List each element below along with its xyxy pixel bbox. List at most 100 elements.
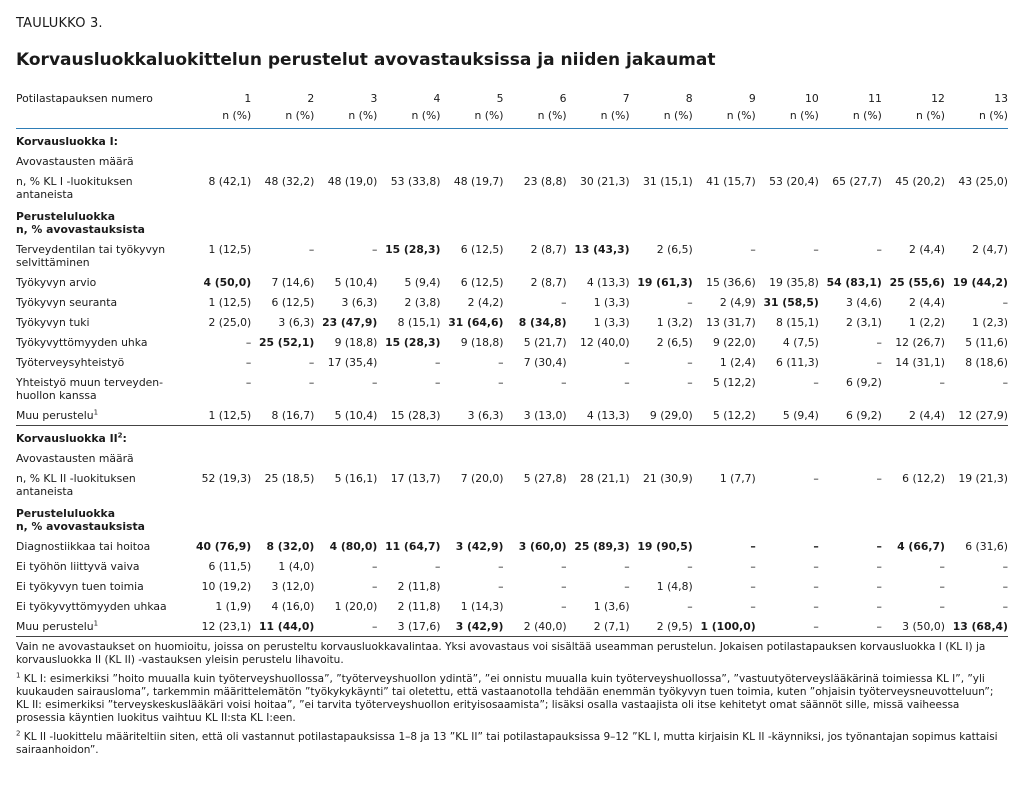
table-row: Terveydentilan tai työkyvyn selvittämine… [16, 239, 1008, 272]
table-row: Ei työkyvyttömyyden uhkaa 1 (1,9) 4 (16,0)… [16, 596, 1008, 616]
table-row: Ei työkyvyn tuen toimia 10 (19,2) 3 (12,0)… [16, 576, 1008, 596]
table-row: Työkyvyn arvio 4 (50,0) 7 (14,6) 5 (10,4) 5 … [16, 272, 1008, 292]
table-cell: 12 (27,9) [958, 409, 1008, 422]
table-cell: – [750, 243, 756, 256]
header-case-number: 5 [496, 92, 504, 105]
table-cell: 17 (13,7) [390, 472, 441, 485]
row-label-text: Ei työkyvyn tuen toimia [16, 580, 144, 593]
table-cell: 28 (21,1) [579, 472, 630, 485]
row-label-text: Diagnostiikkaa tai hoitoa [16, 540, 151, 553]
table-cell: – [435, 560, 441, 573]
table-kicker: TAULUKKO 3. [16, 16, 103, 31]
table-cell: 65 (27,7) [832, 175, 882, 188]
row-label-text: Työkyvyttömyyden uhka [16, 336, 148, 349]
header-case-number: 10 [805, 92, 819, 105]
table-cell: 31 (58,5) [763, 296, 819, 309]
table-cell: 3 (60,0) [518, 540, 567, 553]
table-cell: 6 (31,6) [965, 540, 1008, 553]
table-cell: – [624, 376, 630, 389]
table-cell: 4 (13,3) [586, 276, 630, 289]
table-cell: 2 (40,0) [503, 616, 567, 637]
table-cell: – [687, 376, 693, 389]
table-cell: 9 (29,0) [649, 409, 693, 422]
table-cell: 48 (19,0) [327, 175, 378, 188]
table-cell: 2 (4,7) [972, 243, 1008, 256]
table-cell: 48 (32,2) [264, 175, 315, 188]
table-cell: – [371, 243, 378, 256]
table-cell: 13 (31,7) [706, 316, 756, 329]
table-cell: 1 (3,3) [593, 296, 630, 309]
table-row: n, % KL II -luokituksen antaneista 52 (19… [16, 468, 1008, 501]
table-cell: – [755, 616, 819, 637]
category-heading-row: Perusteluluokka n, % avovastauksista [16, 501, 1008, 536]
category-heading-line2: n, % avovastauksista [16, 520, 145, 533]
row-label-text: Muu perustelu [16, 409, 94, 422]
table-cell: 3 (6,3) [278, 316, 315, 329]
table-cell: – [750, 560, 756, 573]
table-cell: 6 (11,5) [208, 560, 252, 573]
table-cell: 19 (44,2) [952, 276, 1008, 289]
table-row: Muu perustelu1 12 (23,1) 11 (44,0) –3 (17,6… [16, 616, 1008, 637]
table-cell: 5 (9,4) [404, 276, 441, 289]
table-cell: 4 (13,3) [586, 409, 630, 422]
row-label: n, % KL I -luokituksen antaneista [16, 171, 188, 204]
row-label-text: n, % KL I -luokituksen antaneista [16, 175, 133, 201]
table-cell: 8 (34,8) [518, 316, 567, 329]
table-cell: – [876, 336, 882, 349]
page: TAULUKKO 3. Korvausluokkaluokittelun per… [16, 16, 1008, 756]
table-cell: 13 (68,4) [944, 616, 1008, 637]
table-cell: 6 (12,5) [460, 276, 504, 289]
table-cell: – [876, 540, 882, 553]
table-cell: – [435, 356, 441, 369]
table-cell: 25 (52,1) [259, 336, 315, 349]
table-row: Ei työhön liittyvä vaiva 6 (11,5) 1 (4,0) –… [16, 556, 1008, 576]
count-label-kl2-row: Avovastausten määrä [16, 448, 1008, 468]
table-cell: – [939, 376, 945, 389]
section-heading-kl1-row: Korvausluokka I: [16, 129, 1008, 152]
table-cell: – [876, 356, 882, 369]
table-row: Työterveysyhteistyö – –17 (35,4) – –7 (30,4)… [16, 352, 1008, 372]
row-label-text: Työkyvyn tuki [16, 316, 90, 329]
table-cell: 2 (8,7) [530, 276, 567, 289]
table-cell: 3 (12,0) [271, 580, 315, 593]
table-cell: – [498, 356, 504, 369]
header-unit: n (%) [440, 108, 504, 129]
table-cell: 5 (10,4) [334, 276, 378, 289]
table-cell: 1 (4,8) [656, 580, 693, 593]
row-label-text: Työterveysyhteistyö [16, 356, 125, 369]
table-cell: 3 (4,6) [845, 296, 882, 309]
table-cell: 6 (12,5) [271, 296, 315, 309]
table-cell: – [245, 376, 252, 389]
table-cell: – [371, 580, 378, 593]
row-label: Terveydentilan tai työkyvyn selvittämine… [16, 239, 188, 272]
header-blank [16, 108, 189, 129]
table-cell: 52 (19,3) [201, 472, 252, 485]
table-cell: 2 (4,4) [909, 243, 945, 256]
header-unit: n (%) [314, 108, 378, 129]
row-label: Muu perustelu1 [16, 616, 189, 637]
table-cell: 3 (6,3) [341, 296, 378, 309]
header-unit: n (%) [755, 108, 819, 129]
table-cell: – [1002, 560, 1008, 573]
table-cell: 1 (1,9) [215, 600, 252, 613]
footnote-1-text: KL I: esimerkiksi ”hoito muualla kuin ty… [16, 673, 994, 724]
section-heading-kl2-text: Korvausluokka II [16, 432, 118, 445]
table-cell: 2 (4,2) [467, 296, 504, 309]
table-cell: 7 (20,0) [460, 472, 504, 485]
table-cell: 2 (7,1) [566, 616, 630, 637]
table-cell: 9 (18,8) [460, 336, 504, 349]
table-cell: – [308, 376, 315, 389]
row-label: Muu perustelu1 [16, 405, 188, 426]
table-cell: 8 (15,1) [776, 316, 819, 329]
table-cell: 2 (25,0) [208, 316, 252, 329]
table-cell: 19 (21,3) [958, 472, 1008, 485]
header-unit: n (%) [881, 108, 945, 129]
row-label: Työkyvyn seuranta [16, 292, 188, 312]
row-label-text: Terveydentilan tai työkyvyn selvittämine… [16, 243, 166, 269]
table-cell: 12 (23,1) [188, 616, 252, 637]
table-cell: 2 (11,8) [397, 580, 441, 593]
table-cell: – [561, 560, 567, 573]
table-cell: – [498, 580, 504, 593]
table-cell: – [939, 580, 945, 593]
footnote-2-text: KL II -luokittelu määriteltiin siten, et… [16, 731, 998, 756]
